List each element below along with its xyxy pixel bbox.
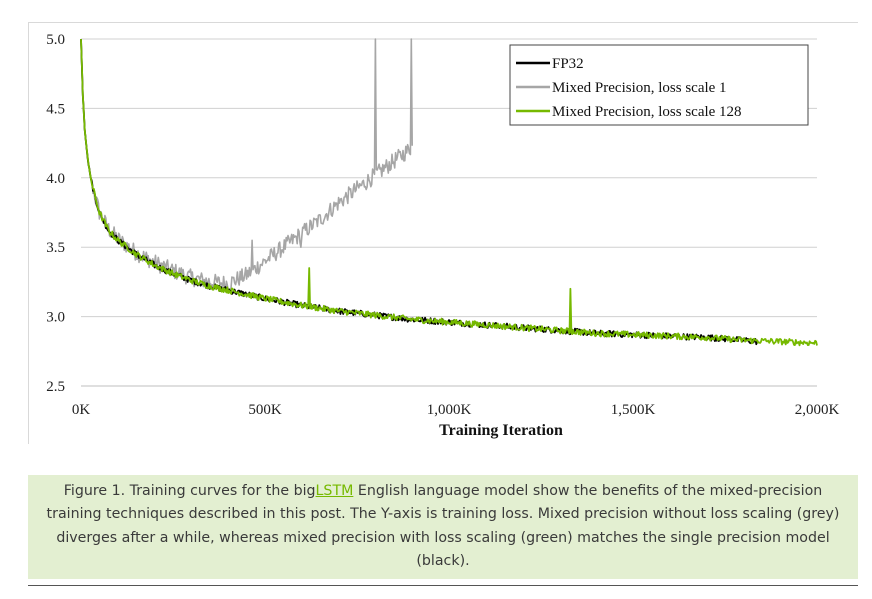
bottom-divider <box>28 585 858 586</box>
y-tick-label: 4.5 <box>46 101 65 117</box>
legend-label: Mixed Precision, loss scale 128 <box>552 104 742 120</box>
training-loss-chart: 2.5 3.0 3.5 4.0 4.5 5.0 0K 500K 1,000K 1,500K 2,00… <box>46 32 839 439</box>
y-tick-label: 3.0 <box>46 310 65 326</box>
x-tick-label: 1,500K <box>611 402 656 418</box>
y-tick-label: 4.0 <box>46 171 65 187</box>
legend-box <box>509 44 809 126</box>
legend-label: Mixed Precision, loss scale 1 <box>552 80 727 96</box>
x-tick-label: 0K <box>72 402 91 418</box>
lstm-link[interactable]: LSTM <box>315 483 354 499</box>
series-line-mixed-precision-loss-scale-128 <box>80 38 818 347</box>
legend: FP32 Mixed Precision, loss scale 1 Mixed P… <box>509 44 809 126</box>
x-tick-label: 1,000K <box>427 402 472 418</box>
x-tick-label: 500K <box>248 402 282 418</box>
figure-caption: Figure 1. Training curves for the bigLST… <box>28 475 858 579</box>
tick-labels: 2.5 3.0 3.5 4.0 4.5 5.0 0K 500K 1,000K 1,500K 2,00… <box>46 32 839 418</box>
x-axis-title: Training Iteration <box>439 422 563 439</box>
caption-text-end: English language model show the benefits… <box>46 483 840 570</box>
x-tick-label: 2,000K <box>795 402 840 418</box>
caption-text-start: Figure 1. Training curves for the big <box>63 483 316 499</box>
legend-label: FP32 <box>552 56 584 72</box>
y-tick-label: 5.0 <box>46 32 65 48</box>
y-tick-label: 2.5 <box>46 379 65 395</box>
figure-frame: 2.5 3.0 3.5 4.0 4.5 5.0 0K 500K 1,000K 1,500K 2,00… <box>28 22 858 444</box>
y-tick-label: 3.5 <box>46 240 65 256</box>
series-layer <box>80 38 818 347</box>
